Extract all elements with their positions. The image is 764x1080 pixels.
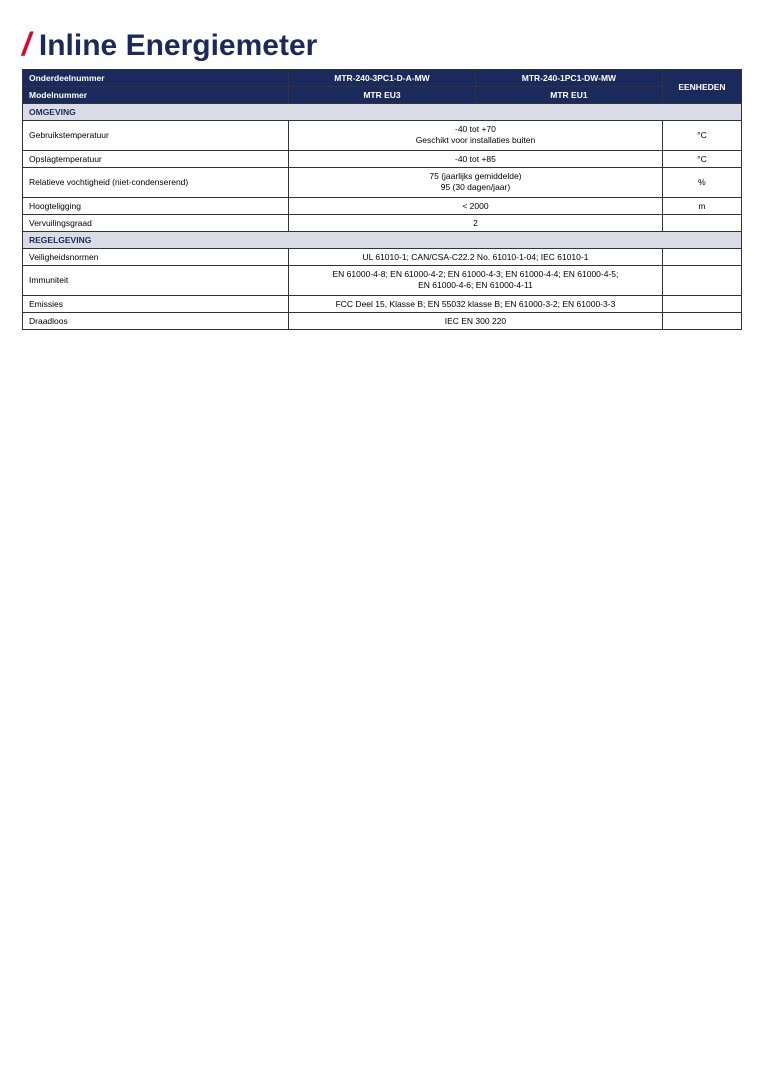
row-value: IEC EN 300 220 bbox=[289, 312, 663, 329]
spec-table: Onderdeelnummer MTR-240-3PC1-D-A-MW MTR-… bbox=[22, 69, 742, 330]
row-value: -40 tot +70 Geschikt voor installaties b… bbox=[289, 121, 663, 151]
hdr-model2: MTR EU1 bbox=[475, 87, 662, 104]
row-label: Opslagtemperatuur bbox=[23, 150, 289, 167]
section-omgeving-title: OMGEVING bbox=[23, 104, 742, 121]
section-regelgeving: REGELGEVING bbox=[23, 231, 742, 248]
row-unit: m bbox=[662, 197, 741, 214]
row-value: -40 tot +85 bbox=[289, 150, 663, 167]
row-unit bbox=[662, 214, 741, 231]
hdr-onderdeelnummer: Onderdeelnummer bbox=[23, 70, 289, 87]
hdr-modelnummer: Modelnummer bbox=[23, 87, 289, 104]
row-label: Vervuilingsgraad bbox=[23, 214, 289, 231]
row-unit bbox=[662, 265, 741, 295]
row-label: Draadloos bbox=[23, 312, 289, 329]
row-value: 2 bbox=[289, 214, 663, 231]
row-label: Gebruikstemperatuur bbox=[23, 121, 289, 151]
page-title: Inline Energiemeter bbox=[39, 31, 317, 61]
table-row: Draadloos IEC EN 300 220 bbox=[23, 312, 742, 329]
row-value: FCC Deel 15, Klasse B; EN 55032 klasse B… bbox=[289, 295, 663, 312]
row-unit bbox=[662, 248, 741, 265]
header-row-1: Onderdeelnummer MTR-240-3PC1-D-A-MW MTR-… bbox=[23, 70, 742, 87]
row-value: UL 61010-1; CAN/CSA-C22.2 No. 61010-1-04… bbox=[289, 248, 663, 265]
row-label: Immuniteit bbox=[23, 265, 289, 295]
row-value: 75 (jaarlijks gemiddelde) 95 (30 dagen/j… bbox=[289, 167, 663, 197]
hdr-part1: MTR-240-3PC1-D-A-MW bbox=[289, 70, 476, 87]
hdr-part2: MTR-240-1PC1-DW-MW bbox=[475, 70, 662, 87]
table-row: Vervuilingsgraad 2 bbox=[23, 214, 742, 231]
row-value: EN 61000-4-8; EN 61000-4-2; EN 61000-4-3… bbox=[289, 265, 663, 295]
row-value: < 2000 bbox=[289, 197, 663, 214]
header-row-2: Modelnummer MTR EU3 MTR EU1 bbox=[23, 87, 742, 104]
row-unit: °C bbox=[662, 150, 741, 167]
table-row: Emissies FCC Deel 15, Klasse B; EN 55032… bbox=[23, 295, 742, 312]
table-row: Gebruikstemperatuur -40 tot +70 Geschikt… bbox=[23, 121, 742, 151]
table-row: Opslagtemperatuur -40 tot +85 °C bbox=[23, 150, 742, 167]
table-row: Hoogteligging < 2000 m bbox=[23, 197, 742, 214]
row-label: Hoogteligging bbox=[23, 197, 289, 214]
row-unit bbox=[662, 295, 741, 312]
section-omgeving: OMGEVING bbox=[23, 104, 742, 121]
hdr-eenheden: EENHEDEN bbox=[662, 70, 741, 104]
row-unit: °C bbox=[662, 121, 741, 151]
section-regelgeving-title: REGELGEVING bbox=[23, 231, 742, 248]
row-label: Veiligheidsnormen bbox=[23, 248, 289, 265]
row-unit: % bbox=[662, 167, 741, 197]
row-label: Relatieve vochtigheid (niet-condenserend… bbox=[23, 167, 289, 197]
row-label: Emissies bbox=[23, 295, 289, 312]
hdr-model1: MTR EU3 bbox=[289, 87, 476, 104]
table-row: Veiligheidsnormen UL 61010-1; CAN/CSA-C2… bbox=[23, 248, 742, 265]
page-title-wrap: / Inline Energiemeter bbox=[22, 28, 742, 61]
slash-icon: / bbox=[22, 28, 31, 60]
table-row: Immuniteit EN 61000-4-8; EN 61000-4-2; E… bbox=[23, 265, 742, 295]
row-unit bbox=[662, 312, 741, 329]
table-row: Relatieve vochtigheid (niet-condenserend… bbox=[23, 167, 742, 197]
